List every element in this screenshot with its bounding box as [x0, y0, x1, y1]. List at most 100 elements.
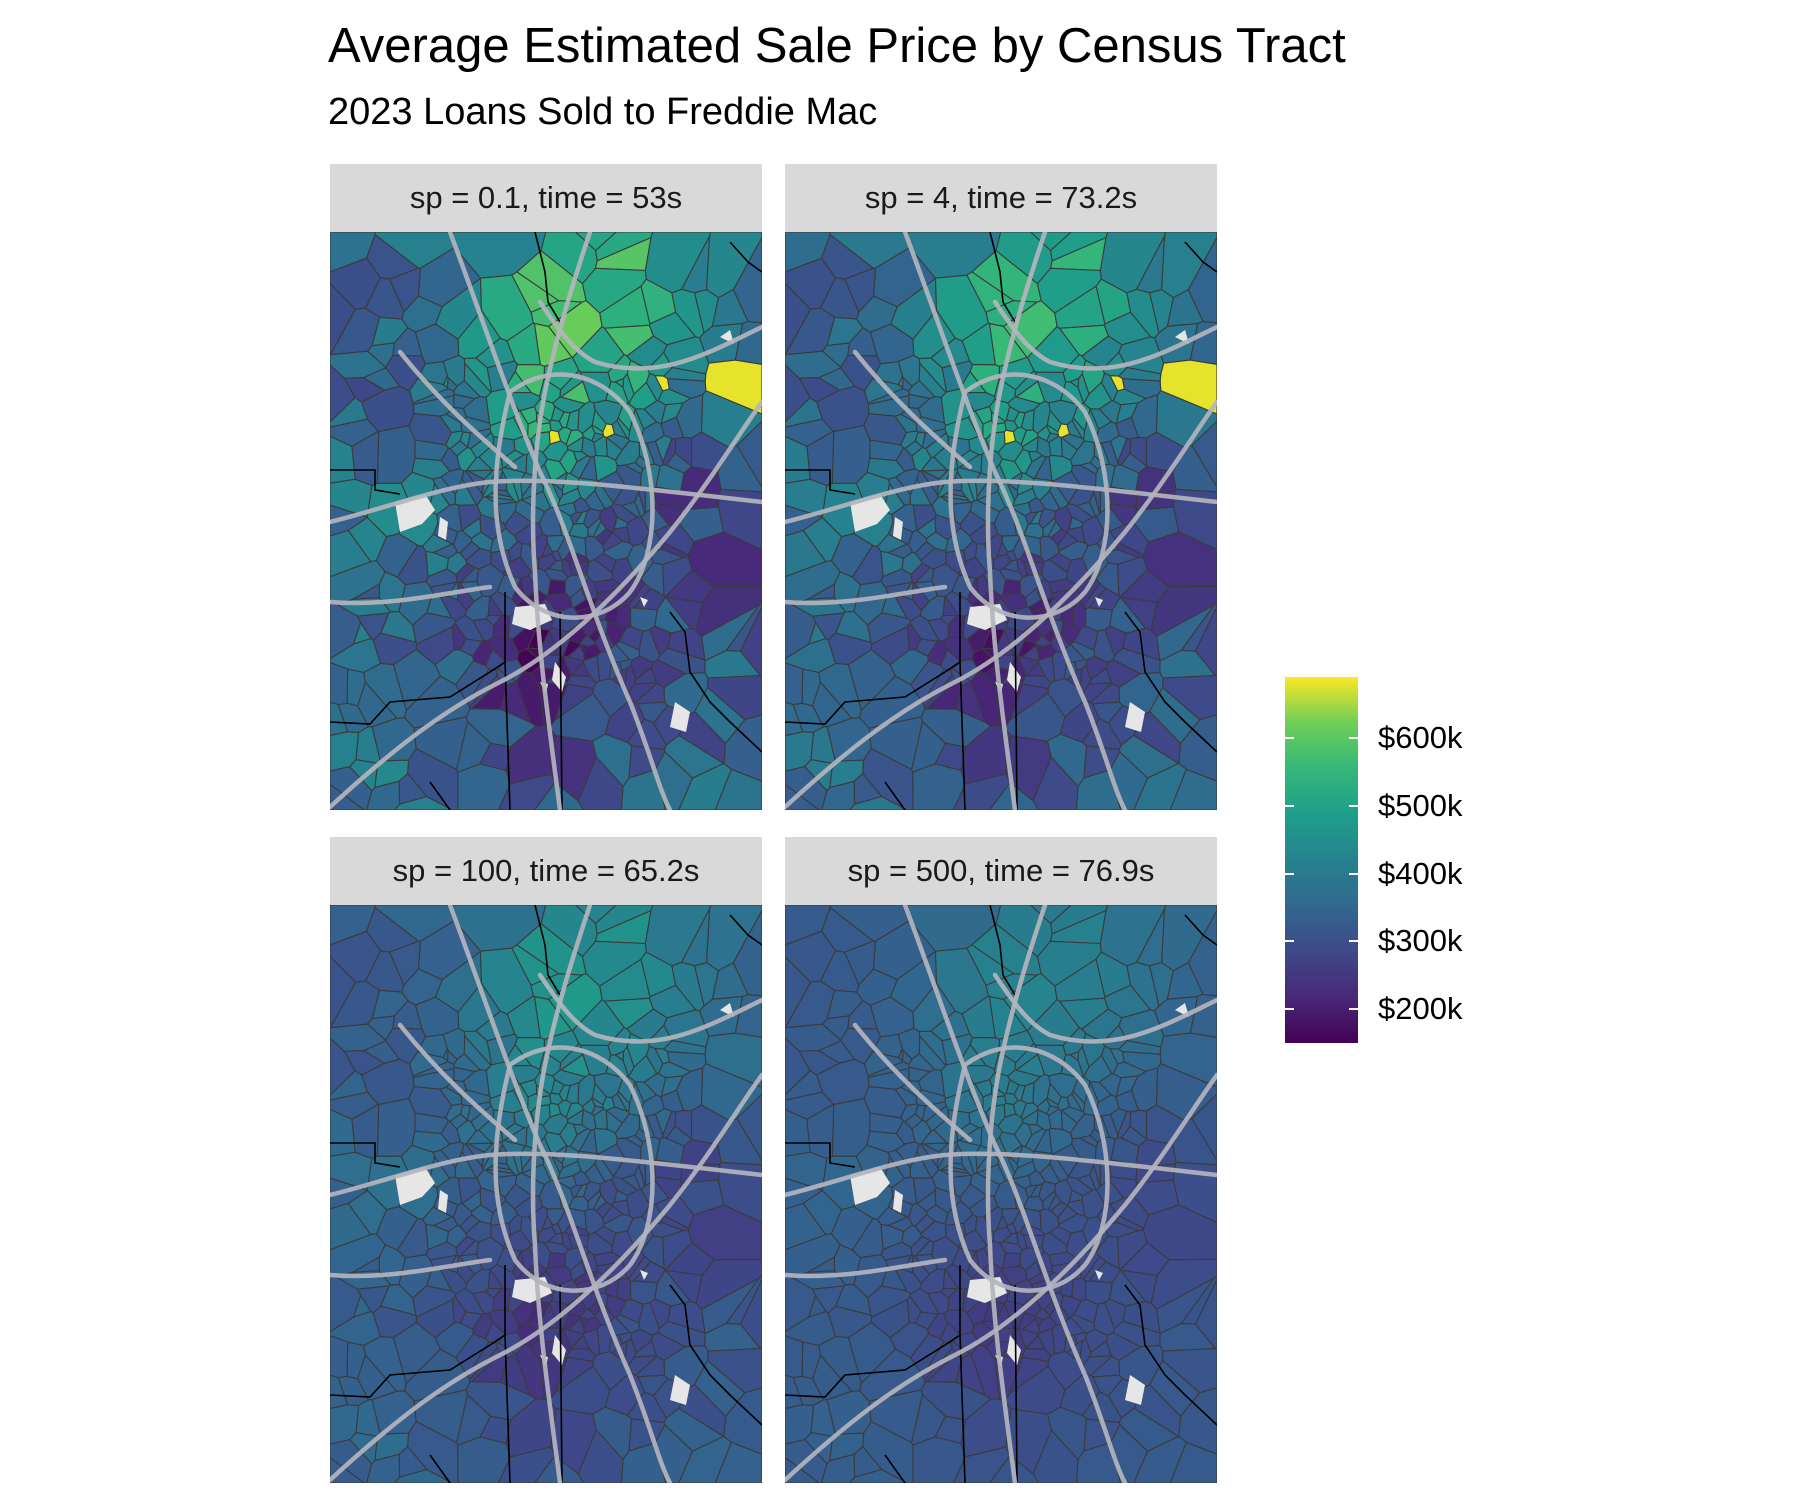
- census-tract: [1087, 1260, 1122, 1284]
- legend-tick: [1349, 804, 1358, 807]
- census-tract: [1119, 1269, 1158, 1304]
- census-tract: [1180, 602, 1217, 652]
- census-tract: [415, 1298, 455, 1339]
- census-tract: [944, 1263, 973, 1290]
- census-tract: [952, 1446, 1011, 1483]
- highway: [785, 478, 1217, 525]
- census-tract: [644, 232, 712, 294]
- census-tract: [1046, 1097, 1059, 1109]
- county-boundary: [504, 1334, 511, 1483]
- no-data-area: [1007, 662, 1021, 692]
- county-boundary: [330, 469, 401, 495]
- no-data-area: [1125, 1375, 1145, 1405]
- highway: [537, 299, 762, 371]
- census-tract: [959, 1183, 989, 1210]
- census-tract: [664, 1269, 703, 1304]
- highway: [530, 232, 593, 810]
- census-tract: [876, 533, 909, 554]
- census-tract: [618, 625, 644, 651]
- census-tract: [584, 1208, 605, 1236]
- census-tract: [1106, 1332, 1142, 1361]
- census-tract: [366, 1453, 401, 1483]
- county-boundary: [429, 1454, 451, 1483]
- tract-polygons: [785, 905, 1217, 1483]
- census-tract: [914, 1311, 939, 1330]
- census-tract: [1116, 1214, 1145, 1232]
- census-tract: [1104, 1298, 1127, 1330]
- highway: [330, 1072, 762, 1483]
- census-tract: [661, 1214, 690, 1232]
- facet-strip-label: sp = 500, time = 76.9s: [785, 837, 1217, 905]
- census-tract: [1120, 1125, 1148, 1147]
- highway: [330, 478, 762, 525]
- census-tract: [582, 1180, 601, 1202]
- no-data-area: [850, 494, 890, 532]
- census-tract: [1048, 1127, 1073, 1155]
- census-tract: [610, 1176, 639, 1197]
- census-tract: [912, 504, 937, 532]
- census-tract: [644, 905, 712, 967]
- county-boundary: [884, 1454, 906, 1483]
- highway: [537, 972, 762, 1044]
- census-tract: [632, 1260, 667, 1284]
- census-tract: [1016, 558, 1028, 578]
- census-tract: [1073, 625, 1099, 651]
- census-tract: [1116, 541, 1145, 559]
- census-tract: [1119, 596, 1158, 631]
- census-tract: [463, 361, 492, 398]
- legend-label: $300k: [1378, 923, 1463, 959]
- census-tract: [1191, 420, 1217, 489]
- census-tract: [330, 1202, 372, 1251]
- census-tract: [908, 393, 931, 409]
- census-tract: [853, 581, 889, 626]
- census-tract: [626, 516, 651, 547]
- census-tract: [785, 662, 804, 706]
- county-boundary: [959, 661, 966, 810]
- census-tract: [634, 682, 666, 705]
- highway: [447, 232, 673, 810]
- census-tract: [914, 638, 939, 657]
- census-tract: [632, 587, 667, 611]
- county-boundary: [989, 232, 1016, 323]
- census-tract: [1006, 1222, 1018, 1235]
- census-tract: [1022, 1195, 1044, 1212]
- legend-label: $600k: [1378, 720, 1463, 755]
- highway: [330, 584, 493, 606]
- highway: [902, 905, 1128, 1483]
- census-tract: [508, 1213, 523, 1236]
- census-tract: [584, 535, 605, 563]
- census-tract: [549, 419, 564, 433]
- census-tract: [942, 1309, 975, 1336]
- census-tract: [398, 581, 434, 626]
- census-tract: [649, 625, 672, 657]
- county-boundary: [669, 611, 762, 753]
- census-tract: [489, 1263, 518, 1290]
- census-tract: [605, 1106, 631, 1124]
- no-data-area: [640, 1270, 648, 1280]
- legend-tick: [1349, 737, 1358, 739]
- census-tract: [714, 1441, 762, 1483]
- tract-polygons: [785, 232, 1217, 810]
- highway: [992, 972, 1217, 1044]
- census-tract: [920, 1381, 992, 1421]
- census-tract: [508, 540, 523, 563]
- census-tract: [785, 529, 827, 578]
- census-tract: [330, 529, 372, 578]
- census-tract: [457, 1177, 482, 1205]
- census-tract: [593, 1072, 624, 1099]
- census-tract: [1021, 1348, 1052, 1363]
- census-tract: [504, 510, 534, 537]
- highway: [397, 349, 518, 470]
- census-tract: [1089, 682, 1121, 705]
- highway: [992, 299, 1217, 371]
- census-tract: [817, 1040, 856, 1064]
- census-tract: [1162, 674, 1217, 721]
- census-tract: [453, 393, 476, 409]
- facet-strip-label: sp = 0.1, time = 53s: [330, 164, 762, 232]
- census-tract: [362, 1040, 401, 1064]
- county-boundary: [785, 1142, 856, 1168]
- no-data-area: [395, 494, 435, 532]
- facet-panel-2: sp = 4, time = 73.2s: [785, 164, 1217, 814]
- highway: [785, 584, 948, 606]
- county-boundary: [989, 905, 1016, 996]
